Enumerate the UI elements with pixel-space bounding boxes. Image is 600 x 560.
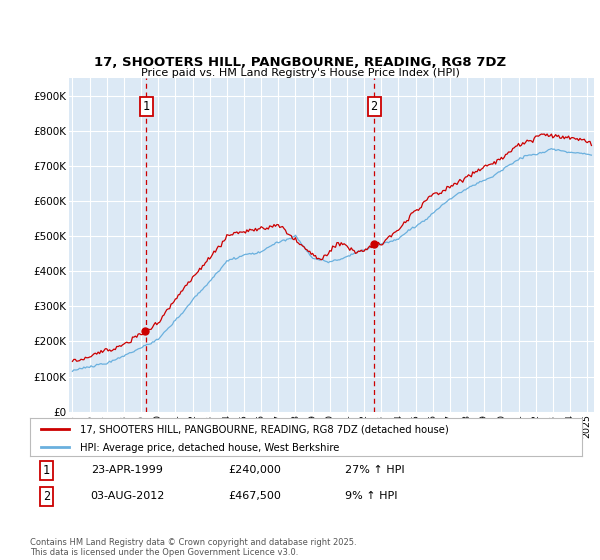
Text: 03-AUG-2012: 03-AUG-2012 bbox=[91, 491, 165, 501]
Text: 17, SHOOTERS HILL, PANGBOURNE, READING, RG8 7DZ: 17, SHOOTERS HILL, PANGBOURNE, READING, … bbox=[94, 57, 506, 69]
Text: 17, SHOOTERS HILL, PANGBOURNE, READING, RG8 7DZ (detached house): 17, SHOOTERS HILL, PANGBOURNE, READING, … bbox=[80, 424, 448, 435]
Text: 2: 2 bbox=[43, 490, 50, 503]
Text: HPI: Average price, detached house, West Berkshire: HPI: Average price, detached house, West… bbox=[80, 442, 339, 452]
Text: 1: 1 bbox=[142, 100, 149, 113]
Text: 1: 1 bbox=[43, 464, 50, 477]
Text: Price paid vs. HM Land Registry's House Price Index (HPI): Price paid vs. HM Land Registry's House … bbox=[140, 68, 460, 78]
Text: Contains HM Land Registry data © Crown copyright and database right 2025.
This d: Contains HM Land Registry data © Crown c… bbox=[30, 538, 356, 557]
Text: 27% ↑ HPI: 27% ↑ HPI bbox=[344, 465, 404, 475]
Text: £240,000: £240,000 bbox=[229, 465, 281, 475]
Text: 2: 2 bbox=[370, 100, 377, 113]
Text: 9% ↑ HPI: 9% ↑ HPI bbox=[344, 491, 397, 501]
Text: £467,500: £467,500 bbox=[229, 491, 281, 501]
Text: 23-APR-1999: 23-APR-1999 bbox=[91, 465, 163, 475]
